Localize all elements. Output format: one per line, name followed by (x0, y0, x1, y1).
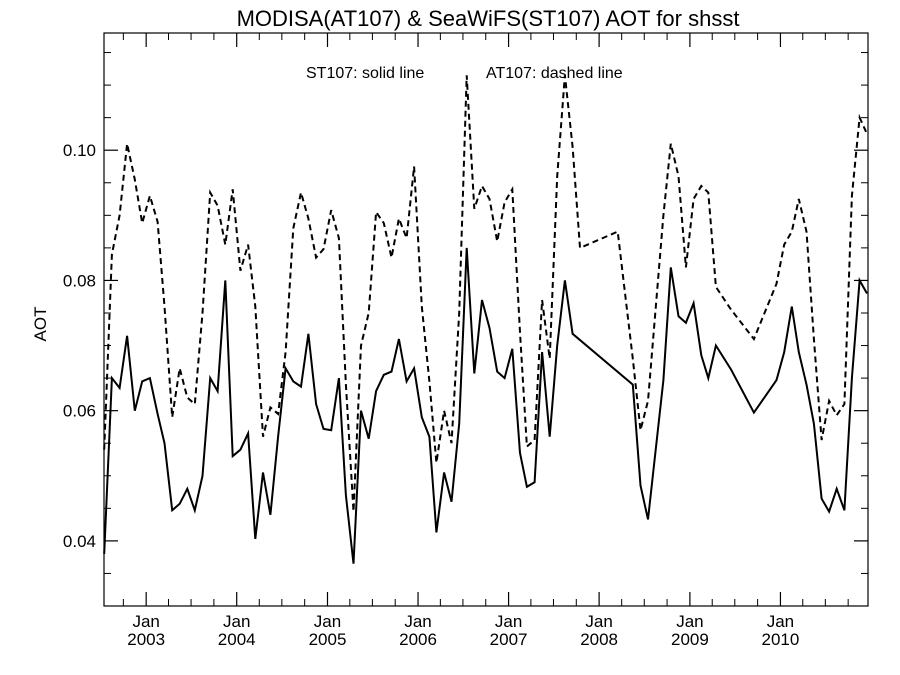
series-line-st107 (103, 247, 868, 564)
y-tick-label: 0.10 (63, 141, 96, 160)
x-tick-month-label: Jan (585, 612, 612, 631)
y-axis-label: AOT (31, 307, 50, 342)
y-tick-label: 0.04 (63, 532, 96, 551)
plot-area: 0.040.060.080.10Jan2003Jan2004Jan2005Jan… (63, 32, 869, 649)
x-tick-month-label: Jan (404, 612, 431, 631)
x-tick-year-label: 2003 (127, 630, 165, 649)
x-tick-year-label: 2005 (309, 630, 347, 649)
y-tick-label: 0.08 (63, 271, 96, 290)
x-tick-month-label: Jan (223, 612, 250, 631)
x-tick-month-label: Jan (767, 612, 794, 631)
legend-dashed-line: AT107: dashed line (486, 65, 623, 82)
x-tick-year-label: 2008 (580, 630, 618, 649)
y-tick-label: 0.06 (63, 402, 96, 421)
series-line-at107 (103, 75, 868, 512)
x-tick-year-label: 2004 (218, 630, 256, 649)
x-tick-year-label: 2006 (399, 630, 437, 649)
x-tick-year-label: 2009 (671, 630, 709, 649)
legend-solid-line: ST107: solid line (306, 65, 424, 82)
x-tick-year-label: 2010 (762, 630, 800, 649)
x-tick-month-label: Jan (314, 612, 341, 631)
x-tick-year-label: 2007 (490, 630, 528, 649)
chart-title: MODISA(AT107) & SeaWiFS(ST107) AOT for s… (237, 6, 740, 31)
x-tick-month-label: Jan (676, 612, 703, 631)
x-tick-month-label: Jan (495, 612, 522, 631)
x-tick-month-label: Jan (132, 612, 159, 631)
plot-frame (103, 32, 869, 607)
